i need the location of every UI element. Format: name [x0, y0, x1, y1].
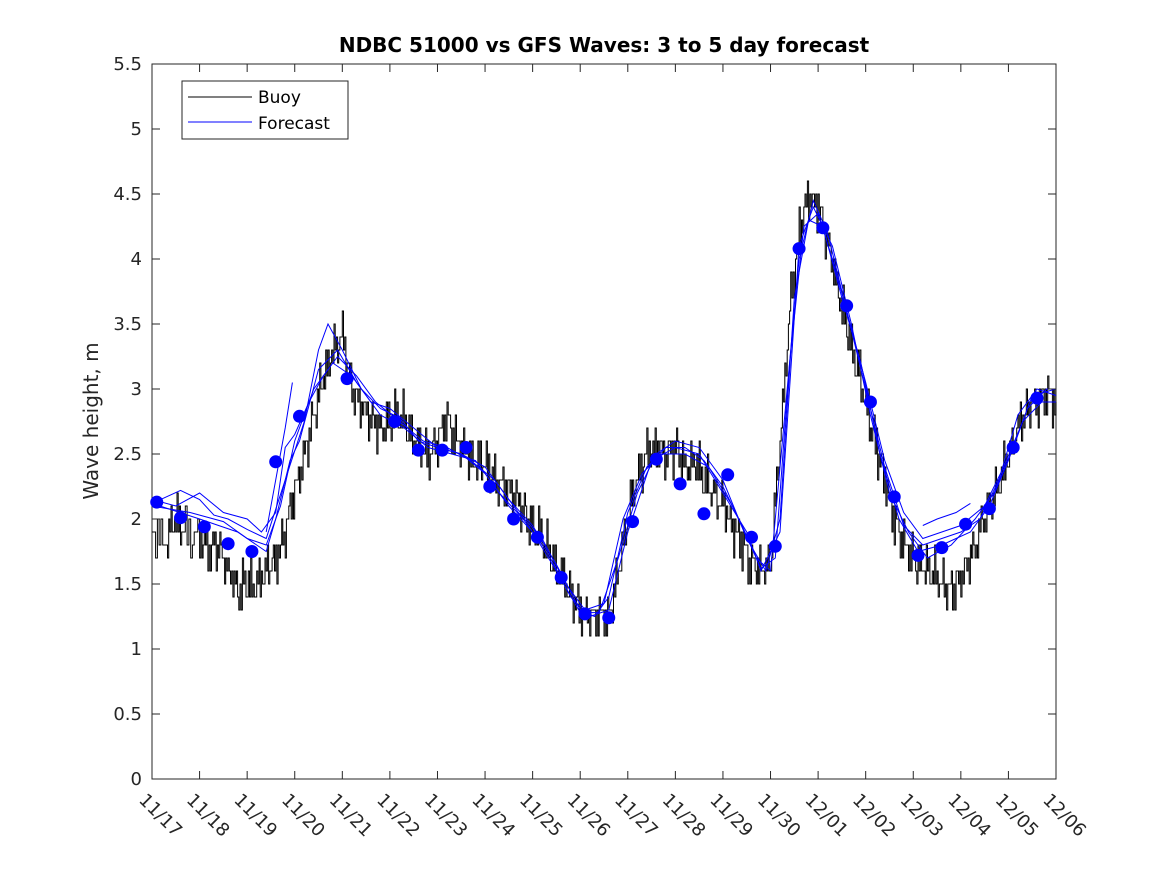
forecast-marker: [911, 548, 925, 562]
chart-title: NDBC 51000 vs GFS Waves: 3 to 5 day fore…: [339, 33, 870, 57]
y-tick-label: 4: [131, 249, 142, 270]
forecast-marker: [1030, 391, 1044, 405]
forecast-marker: [935, 541, 949, 555]
forecast-marker: [768, 539, 782, 553]
forecast-marker: [221, 537, 235, 551]
forecast-marker: [245, 545, 259, 558]
forecast-marker: [388, 415, 402, 428]
forecast-marker: [1006, 441, 1020, 454]
forecast-marker: [292, 409, 306, 423]
forecast-marker: [744, 530, 758, 544]
forecast-marker: [863, 395, 877, 409]
forecast-marker: [602, 611, 616, 625]
legend: Buoy Forecast: [181, 80, 349, 140]
forecast-marker: [150, 495, 164, 509]
forecast-marker: [578, 607, 592, 621]
forecast-marker: [435, 443, 449, 457]
forecast-marker: [530, 530, 544, 544]
forecast-marker: [459, 441, 473, 454]
y-tick-label: 3.5: [113, 314, 142, 335]
y-tick-label: 1: [131, 639, 142, 660]
forecast-marker: [673, 477, 687, 491]
y-tick-label: 3: [131, 379, 142, 400]
series-lines: [151, 180, 1057, 637]
forecast-marker: [887, 490, 901, 504]
forecast-series-line: [151, 205, 1057, 618]
forecast-marker: [649, 452, 663, 466]
y-tick-label: 4.5: [113, 184, 142, 205]
forecast-series-line: [151, 198, 1056, 611]
forecast-marker: [721, 468, 735, 482]
forecast-marker: [792, 242, 806, 256]
forecast-marker: [507, 512, 521, 526]
forecast-marker: [554, 571, 568, 584]
forecast-series-line: [922, 502, 971, 526]
forecast-series-line: [265, 382, 293, 533]
forecast-marker: [626, 515, 640, 529]
forecast-marker: [816, 221, 830, 235]
forecast-marker: [697, 507, 711, 521]
y-tick-label: 0.5: [113, 704, 142, 725]
legend-buoy-label: Buoy: [258, 88, 301, 108]
forecast-marker: [483, 480, 497, 493]
forecast-marker: [269, 455, 283, 469]
forecast-series-line: [151, 219, 1056, 614]
plot-area: [151, 63, 1057, 780]
y-axis-label: Wave height, m: [79, 342, 103, 499]
forecast-marker: [340, 372, 354, 386]
forecast-marker: [840, 299, 854, 313]
legend-forecast-label: Forecast: [258, 114, 330, 134]
forecast-marker: [959, 517, 973, 531]
y-tick-label: 2: [131, 509, 142, 530]
forecast-marker: [982, 502, 996, 516]
y-tick-label: 5: [131, 119, 142, 140]
forecast-marker: [174, 511, 188, 525]
forecast-markers: [150, 221, 1044, 625]
forecast-marker: [197, 520, 211, 534]
legend-box: [181, 80, 349, 140]
y-tick-label: 2.5: [113, 444, 142, 465]
axes-box: [151, 63, 1057, 780]
y-tick-label: 1.5: [113, 574, 142, 595]
y-tick-label: 5.5: [113, 54, 142, 75]
y-tick-label: 0: [131, 769, 142, 790]
y-axis-ticks: 0 0.5 1 1.5 2 2.5 3 3.5 4 4.5 5 5.5: [113, 54, 1056, 790]
forecast-marker: [411, 443, 425, 457]
buoy-series-line: [152, 180, 1057, 637]
